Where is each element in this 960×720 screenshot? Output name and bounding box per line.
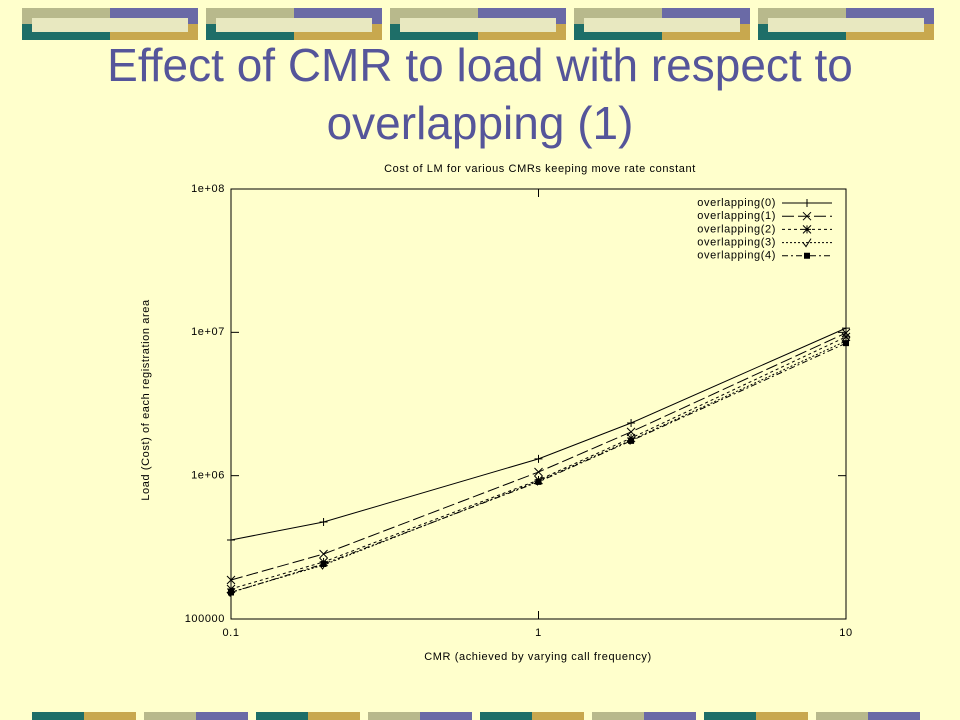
legend-label: overlapping(0) [697, 197, 776, 209]
series-line [230, 336, 847, 590]
legend-marker [802, 225, 812, 234]
legend-marker [802, 238, 812, 248]
x-tick-label: 0.1 [222, 627, 239, 639]
data-point [227, 535, 235, 544]
x-tick-label: 10 [839, 627, 852, 639]
data-point [319, 549, 328, 559]
legend-label: overlapping(4) [697, 250, 776, 262]
data-point [843, 340, 849, 347]
data-point [534, 467, 543, 477]
legend-label: overlapping(3) [697, 237, 776, 249]
legend-label: overlapping(1) [697, 210, 776, 222]
slide-title: Effect of CMR to load with respect to ov… [107, 39, 853, 149]
data-point [626, 427, 636, 437]
legend-label: overlapping(2) [697, 223, 776, 235]
legend-marker [802, 211, 812, 221]
bottom-banner [32, 712, 920, 720]
data-point [319, 518, 328, 527]
data-point [535, 478, 542, 485]
series-line [230, 340, 847, 593]
series-line [230, 342, 847, 594]
data-point [627, 419, 636, 428]
x-axis-label: CMR (achieved by varying call frequency) [424, 651, 652, 663]
data-point [841, 332, 851, 342]
y-tick-label: 100000 [185, 613, 225, 625]
y-axis-label: Load (Cost) of each registration area [140, 299, 152, 501]
y-tick-label: 1e+08 [191, 183, 225, 195]
top-banner [22, 8, 934, 40]
y-tick-label: 1e+06 [191, 470, 225, 482]
legend-marker [804, 252, 810, 259]
data-point [842, 324, 850, 333]
data-point [228, 589, 234, 596]
data-point [226, 575, 236, 585]
y-tick-label: 1e+07 [191, 326, 225, 338]
x-tick-label: 1 [535, 627, 542, 639]
data-point [320, 560, 327, 567]
data-point [226, 584, 236, 594]
legend-marker [803, 199, 811, 207]
data-point [534, 454, 543, 463]
series-line [230, 327, 847, 541]
data-point [628, 437, 635, 444]
chart-title: Cost of LM for various CMRs keeping move… [384, 163, 696, 175]
